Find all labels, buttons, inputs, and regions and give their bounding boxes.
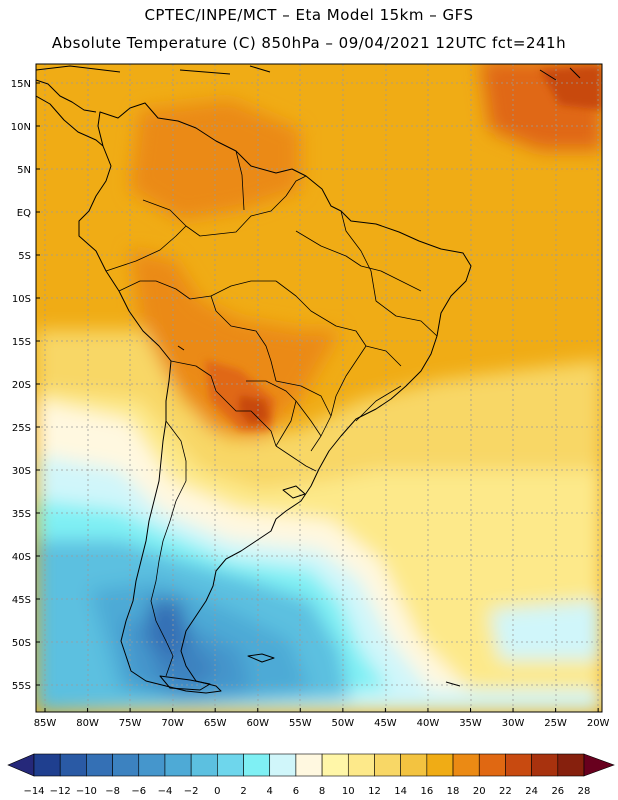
- lon-label: 85W: [34, 718, 57, 729]
- lat-label: 10N: [11, 122, 31, 133]
- south-georgia: [445, 681, 461, 687]
- tierra-del-fuego: [159, 675, 211, 691]
- map-panel: 15N 10N 5N EQ 5S 10S 15S 20S 25S 30S 35S 40S 45S 50S 5…: [11, 63, 610, 729]
- lon-label: 35W: [459, 718, 482, 729]
- lon-label: 60W: [246, 718, 269, 729]
- lake-titicaca: [177, 345, 185, 351]
- colorbar-label: 28: [578, 786, 591, 797]
- colorbar-bin: [347, 753, 375, 777]
- map-frame: [35, 63, 603, 713]
- colorbar-bin: [295, 753, 323, 777]
- longitude-axis: 85W 80W 75W 70W 65W 60W 55W 50W 45W 40W 35W 30W 25W 2…: [34, 708, 610, 729]
- field-band-east-4-6: [490, 600, 602, 660]
- colorbar-bin: [269, 753, 297, 777]
- field-ne-22-24: [540, 65, 602, 110]
- colorbar-bin: [33, 753, 61, 777]
- colorbar-label: −14: [23, 786, 44, 797]
- colorbar-label: 10: [342, 786, 355, 797]
- colorbar-bin: [321, 753, 349, 777]
- chart-title-line1: CPTEC/INPE/MCT – Eta Model 15km – GFS: [144, 6, 474, 24]
- lat-label: 20S: [12, 380, 31, 391]
- colorbar-label: −4: [158, 786, 173, 797]
- colorbar-bin: [400, 753, 428, 777]
- colorbar-label: −10: [76, 786, 97, 797]
- lat-label: 10S: [12, 294, 31, 305]
- lat-label: 40S: [12, 552, 31, 563]
- colorbar: −14 −12 −10 −8 −6 −4 −2 0 2 4 6 8 10 12 14 16 18 20 22 24 26…: [7, 753, 615, 797]
- colorbar-bin: [190, 753, 218, 777]
- colorbar-label: −12: [50, 786, 71, 797]
- colorbar-label: 20: [473, 786, 486, 797]
- colorbar-label: 6: [293, 786, 299, 797]
- temperature-field: [36, 64, 602, 712]
- latitude-axis: 15N 10N 5N EQ 5S 10S 15S 20S 25S 30S 35S 40S 45S 50S 5…: [11, 79, 40, 692]
- grid-lines: [36, 64, 602, 712]
- colorbar-bin: [505, 753, 532, 777]
- colorbar-label: 22: [499, 786, 512, 797]
- lat-label: 35S: [12, 509, 31, 520]
- lat-label: 25S: [12, 423, 31, 434]
- political-borders: [105, 150, 438, 677]
- colorbar-label: 4: [267, 786, 273, 797]
- colorbar-label: 14: [394, 786, 407, 797]
- colorbar-bin: [478, 753, 506, 777]
- colorbar-label: −2: [184, 786, 199, 797]
- lon-label: 30W: [502, 718, 525, 729]
- lon-label: 50W: [332, 718, 355, 729]
- colorbar-bin: [374, 753, 401, 777]
- colorbar-label: 12: [368, 786, 381, 797]
- lon-label: 45W: [374, 718, 397, 729]
- colorbar-bin: [86, 753, 113, 777]
- colorbar-label: 18: [447, 786, 460, 797]
- colorbar-bin: [557, 753, 585, 777]
- lat-label: EQ: [17, 208, 31, 219]
- colorbar-bin: [426, 753, 454, 777]
- central-america-coastline: [36, 79, 104, 147]
- lat-label: 15S: [12, 337, 31, 348]
- lat-label: 30S: [12, 466, 31, 477]
- lat-label: 15N: [11, 79, 31, 90]
- chart-title-line2: Absolute Temperature (C) 850hPa – 09/04/…: [51, 34, 567, 52]
- colorbar-bin: [531, 753, 559, 777]
- colorbar-label: 26: [551, 786, 564, 797]
- colorbar-bin: [112, 753, 140, 777]
- lon-label: 75W: [119, 718, 142, 729]
- lat-label: 45S: [12, 595, 31, 606]
- colorbar-bin: [217, 753, 244, 777]
- lat-label: 50S: [12, 638, 31, 649]
- coastlines: [36, 65, 581, 694]
- colorbar-bin: [138, 753, 166, 777]
- colorbar-high-arrow: [583, 753, 615, 777]
- colorbar-label: 8: [319, 786, 325, 797]
- colorbar-low-arrow: [7, 753, 35, 777]
- colorbar-label: 16: [420, 786, 433, 797]
- south-america-coastline: [78, 102, 472, 694]
- colorbar-label: 0: [214, 786, 220, 797]
- lon-label: 20W: [587, 718, 610, 729]
- lat-label: 5N: [17, 165, 31, 176]
- lat-label: 5S: [18, 251, 31, 262]
- colorbar-bin: [452, 753, 480, 777]
- colorbar-label: −6: [131, 786, 146, 797]
- lon-label: 40W: [417, 718, 440, 729]
- colorbar-bin: [243, 753, 271, 777]
- lat-label: 55S: [12, 681, 31, 692]
- patos-lagoon: [282, 485, 306, 499]
- lon-label: 80W: [76, 718, 99, 729]
- lon-label: 25W: [544, 718, 567, 729]
- falkland-islands: [247, 653, 275, 663]
- colorbar-bin: [59, 753, 87, 777]
- lon-label: 70W: [161, 718, 184, 729]
- caribbean-islands: [36, 65, 581, 81]
- colorbar-bin: [164, 753, 192, 777]
- lon-label: 55W: [289, 718, 312, 729]
- colorbar-label: 2: [240, 786, 246, 797]
- field-band-neg8-neg6: [145, 600, 190, 660]
- field-hotspot-22-24: [238, 395, 270, 425]
- colorbar-label: −8: [105, 786, 120, 797]
- colorbar-label: 24: [525, 786, 538, 797]
- lon-label: 65W: [204, 718, 227, 729]
